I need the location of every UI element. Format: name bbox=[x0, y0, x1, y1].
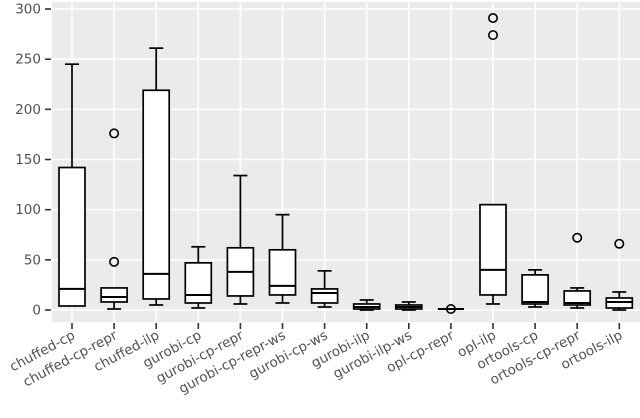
box bbox=[58, 166, 86, 307]
outlier-point bbox=[487, 30, 498, 41]
outlier-point bbox=[487, 13, 498, 24]
y-tick-label: 0 bbox=[32, 303, 41, 319]
y-tick-label: 150 bbox=[15, 152, 41, 168]
outlier-point bbox=[445, 303, 456, 314]
box bbox=[605, 297, 634, 309]
y-tick-label: 50 bbox=[24, 252, 41, 268]
y-tick-label: 100 bbox=[15, 202, 41, 218]
outlier-point bbox=[614, 238, 625, 249]
box bbox=[479, 203, 507, 296]
panel-background bbox=[52, 2, 640, 322]
outlier-point bbox=[109, 128, 120, 139]
outlier-point bbox=[109, 256, 120, 267]
box bbox=[310, 288, 339, 304]
y-tick-label: 200 bbox=[15, 102, 41, 118]
y-tick-label: 300 bbox=[15, 2, 41, 18]
box bbox=[142, 89, 171, 300]
box bbox=[184, 261, 213, 304]
outlier-point bbox=[572, 232, 583, 243]
box bbox=[100, 287, 128, 303]
box bbox=[268, 248, 297, 296]
box bbox=[563, 290, 592, 306]
box bbox=[521, 274, 549, 305]
y-tick-label: 250 bbox=[15, 52, 41, 68]
